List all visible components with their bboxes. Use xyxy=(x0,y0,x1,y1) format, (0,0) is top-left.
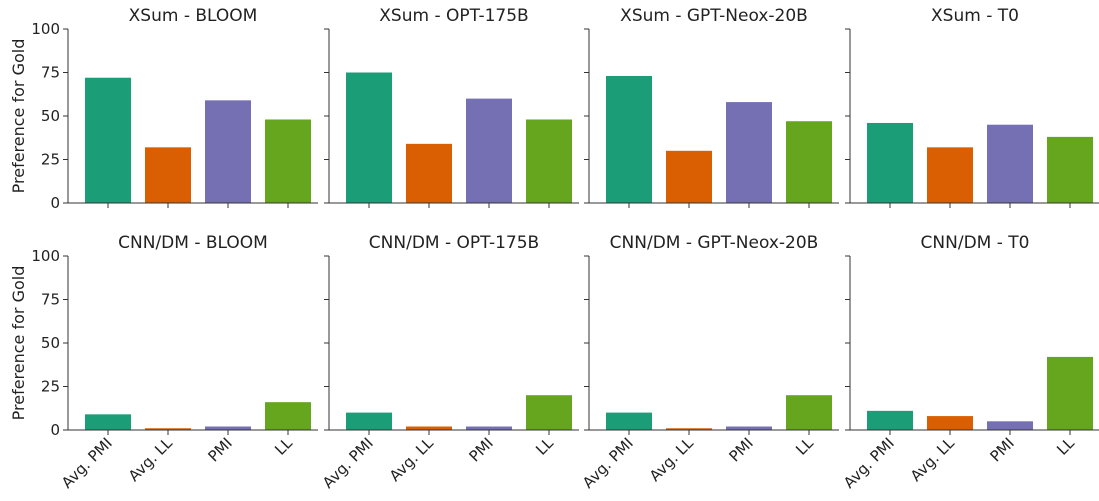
panel-title: XSum - OPT-175B xyxy=(379,6,528,26)
y-tick-label: 25 xyxy=(41,151,60,169)
x-tick-label: Avg. PMI xyxy=(319,434,377,492)
x-tick-label: Avg. LL xyxy=(386,434,437,485)
x-tick-label: Avg. PMI xyxy=(579,434,637,492)
bar xyxy=(666,150,712,203)
bar xyxy=(1047,136,1093,203)
panel-title: CNN/DM - OPT-175B xyxy=(369,233,539,253)
bar xyxy=(666,428,712,430)
x-tick-label: Avg. PMI xyxy=(840,434,898,492)
bar xyxy=(466,98,512,203)
bar xyxy=(867,410,913,430)
x-tick-label: LL xyxy=(792,434,817,459)
x-tick-label: LL xyxy=(271,434,296,459)
bar xyxy=(145,147,191,203)
panel-title: XSum - T0 xyxy=(931,6,1019,26)
bar xyxy=(85,77,131,203)
bar xyxy=(145,428,191,430)
bar xyxy=(265,119,311,203)
y-axis-label: Preference for Gold xyxy=(9,39,28,194)
y-tick-label: 0 xyxy=(50,194,60,212)
bar xyxy=(205,426,251,430)
panel-title: CNN/DM - BLOOM xyxy=(118,233,268,253)
bar xyxy=(406,426,452,430)
bar xyxy=(987,421,1033,430)
bar xyxy=(466,426,512,430)
y-tick-label: 50 xyxy=(41,334,60,352)
bar xyxy=(987,124,1033,203)
x-tick-label: PMI xyxy=(465,434,496,465)
x-tick-label: Avg. LL xyxy=(125,434,176,485)
y-tick-label: 75 xyxy=(41,291,60,309)
bar xyxy=(406,143,452,203)
bar xyxy=(606,75,652,203)
bar xyxy=(726,102,772,203)
y-tick-label: 100 xyxy=(31,20,60,38)
y-tick-label: 25 xyxy=(41,378,60,396)
bar xyxy=(786,395,832,430)
y-tick-label: 50 xyxy=(41,107,60,125)
y-tick-label: 75 xyxy=(41,64,60,82)
panel-title: CNN/DM - T0 xyxy=(921,233,1030,253)
bar xyxy=(867,122,913,203)
y-axis-label: Preference for Gold xyxy=(9,266,28,421)
x-tick-label: Avg. LL xyxy=(646,434,697,485)
bar xyxy=(346,72,392,203)
bar xyxy=(1047,356,1093,430)
x-tick-label: PMI xyxy=(204,434,235,465)
x-tick-label: PMI xyxy=(986,434,1017,465)
bar xyxy=(205,100,251,203)
bar xyxy=(265,402,311,430)
bar xyxy=(726,426,772,430)
x-tick-label: LL xyxy=(1053,434,1078,459)
bar xyxy=(927,147,973,203)
bar xyxy=(606,412,652,430)
x-tick-label: PMI xyxy=(725,434,756,465)
bar xyxy=(927,416,973,430)
y-tick-label: 100 xyxy=(31,247,60,265)
x-tick-label: Avg. PMI xyxy=(58,434,116,492)
bar xyxy=(526,395,572,430)
bar xyxy=(85,414,131,430)
panel-title: XSum - GPT-Neox-20B xyxy=(620,6,808,26)
bar xyxy=(786,121,832,203)
bar xyxy=(346,412,392,430)
panel-title: XSum - BLOOM xyxy=(129,6,258,26)
bar xyxy=(526,119,572,203)
panel-title: CNN/DM - GPT-Neox-20B xyxy=(610,233,819,253)
x-tick-label: LL xyxy=(532,434,557,459)
x-tick-label: Avg. LL xyxy=(907,434,958,485)
y-tick-label: 0 xyxy=(50,421,60,439)
